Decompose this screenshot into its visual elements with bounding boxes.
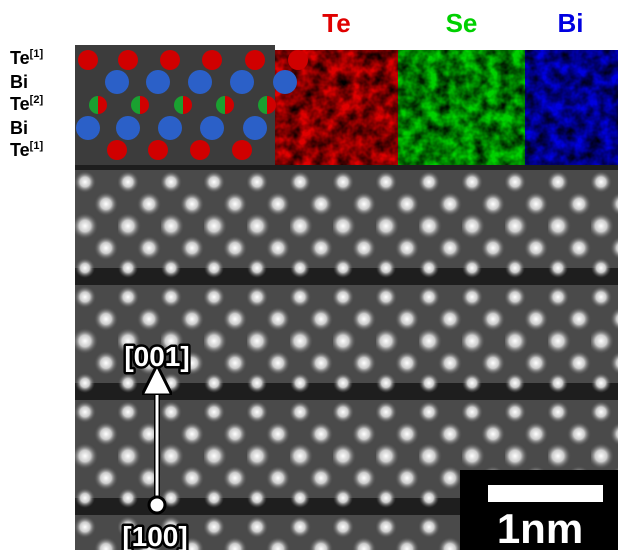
figure: TeSeBi Te[1]BiTe[2]BiTe[1] [001] [100] 1… — [0, 0, 618, 550]
atom — [116, 116, 140, 140]
atom — [232, 140, 252, 160]
arrow-origin — [149, 497, 165, 513]
layer-superscript: [1] — [30, 48, 44, 60]
element-map-label: Te — [322, 8, 350, 38]
atom — [190, 140, 210, 160]
layer-label: Te[2] — [10, 94, 43, 114]
layer-superscript: [2] — [30, 94, 44, 106]
atom — [243, 116, 267, 140]
scale-label: 1nm — [497, 505, 583, 550]
direction-up-label: [001] — [124, 341, 189, 372]
direction-origin-label: [100] — [122, 521, 187, 550]
atom — [188, 70, 212, 94]
element-map-label: Se — [446, 8, 478, 38]
layer-label: Bi — [10, 72, 28, 92]
layer-label: Te[1] — [10, 140, 43, 160]
atom — [78, 50, 98, 70]
atom — [200, 116, 224, 140]
map-noise — [525, 50, 618, 165]
atom — [158, 116, 182, 140]
atom — [230, 70, 254, 94]
atom — [146, 70, 170, 94]
layer-element: Bi — [10, 72, 28, 92]
layer-label: Bi — [10, 118, 28, 138]
atom — [245, 50, 265, 70]
atom — [76, 116, 100, 140]
layer-superscript: [1] — [30, 140, 44, 152]
layer-label: Te[1] — [10, 48, 43, 68]
atom — [273, 70, 297, 94]
atom — [288, 50, 308, 70]
atom — [105, 70, 129, 94]
atom — [118, 50, 138, 70]
scale-bar — [488, 485, 603, 502]
layer-element: Bi — [10, 118, 28, 138]
atom — [202, 50, 222, 70]
atom — [160, 50, 180, 70]
layer-element: Te — [10, 94, 30, 114]
layer-element: Te — [10, 140, 30, 160]
layer-element: Te — [10, 48, 30, 68]
map-noise — [398, 50, 525, 165]
element-map-label: Bi — [558, 8, 584, 38]
atom — [107, 140, 127, 160]
atom — [148, 140, 168, 160]
